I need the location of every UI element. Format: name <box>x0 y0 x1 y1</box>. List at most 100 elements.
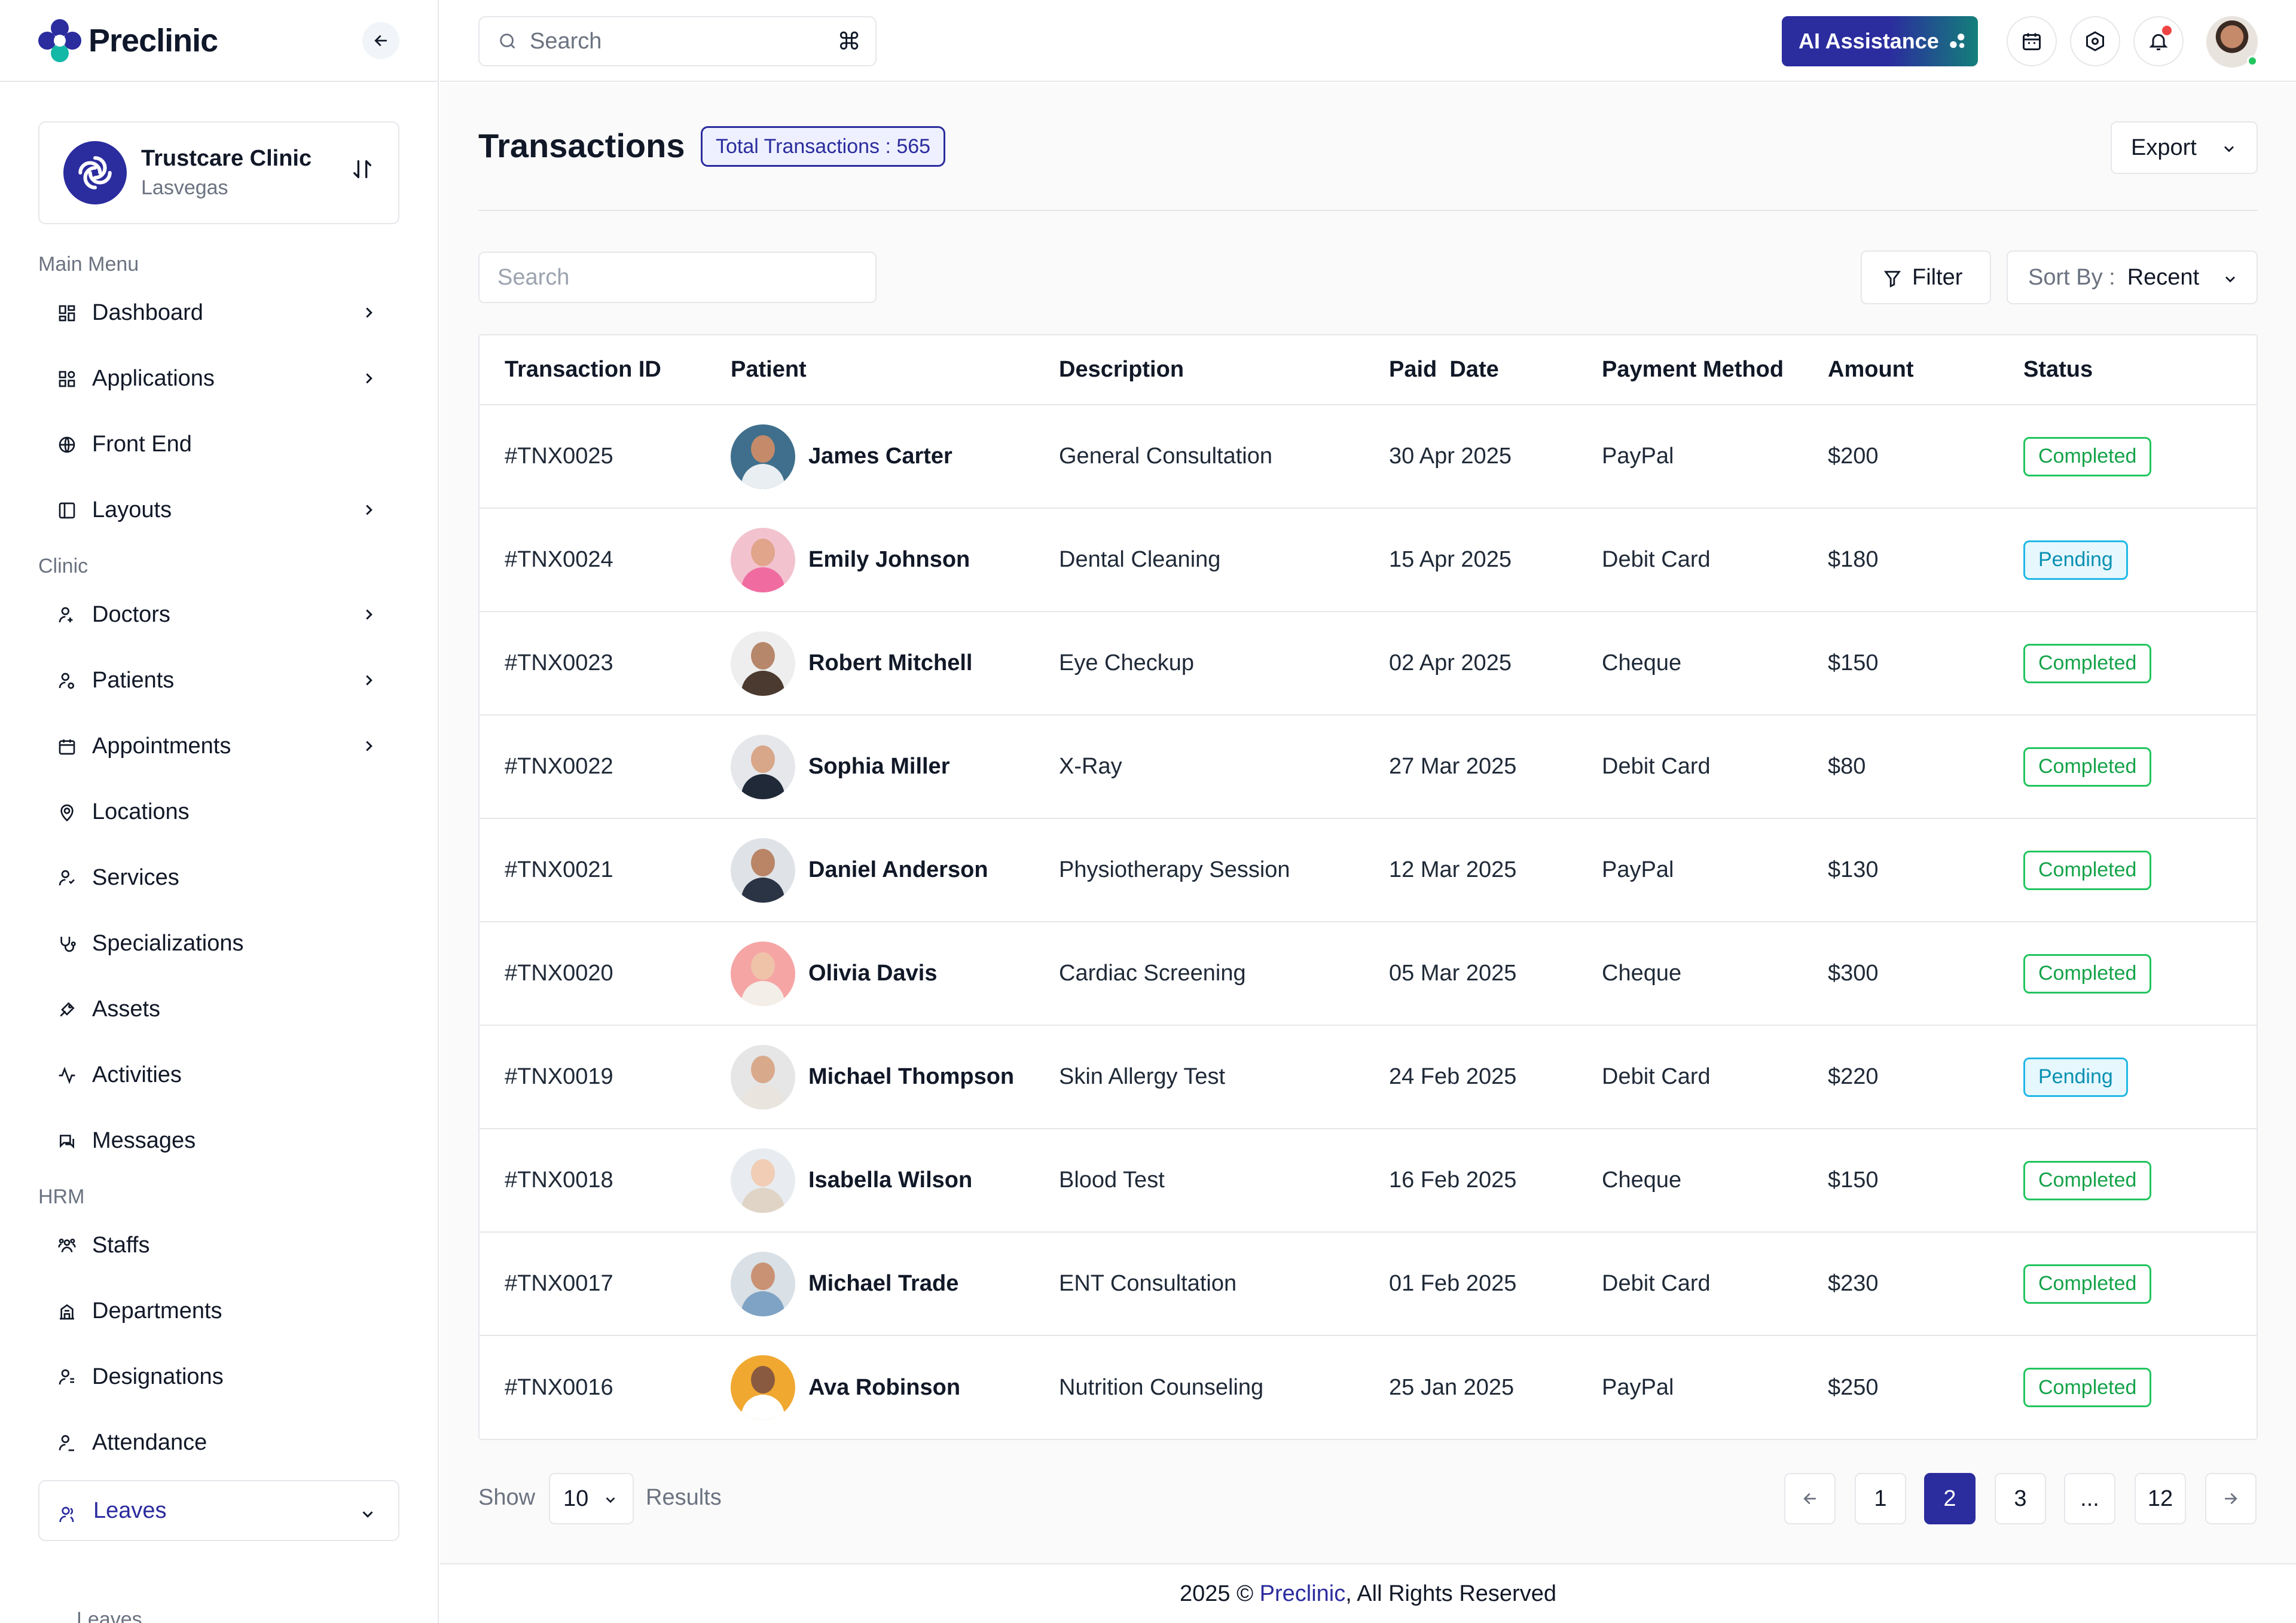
status-cell: Pending <box>1998 508 2257 612</box>
table-row[interactable]: #TNX0016 Ava Robinson Nutrition Counseling… <box>480 1335 2257 1439</box>
page-button-2[interactable]: 2 <box>1924 1473 1976 1524</box>
table-row[interactable]: #TNX0025 James Carter General Consultation… <box>480 405 2257 509</box>
column-header-patient[interactable]: Patient <box>706 335 1034 405</box>
sidebar-item-appointments[interactable]: Appointments <box>0 713 438 779</box>
patient-name[interactable]: Olivia Davis <box>808 961 938 986</box>
patient-avatar[interactable] <box>731 1355 795 1420</box>
table-row[interactable]: #TNX0021 Daniel Anderson Physiotherapy Ses… <box>480 818 2257 922</box>
brand-name[interactable]: Preclinic <box>88 22 218 59</box>
column-header-transaction-id[interactable]: Transaction ID <box>480 335 706 405</box>
payment-method: Cheque <box>1577 1129 1803 1233</box>
sidebar-item-departments[interactable]: Departments <box>0 1278 438 1344</box>
column-header-payment-method[interactable]: Payment Method <box>1577 335 1803 405</box>
collapse-sidebar-button[interactable] <box>362 22 399 59</box>
patient-avatar[interactable] <box>731 838 795 903</box>
preclinic-logo-icon[interactable] <box>38 19 81 62</box>
sidebar-item-designations[interactable]: Designations <box>0 1344 438 1410</box>
status-cell: Completed <box>1998 1232 2257 1336</box>
sidebar-subitem-leaves[interactable]: Leaves <box>77 1608 142 1623</box>
table-row[interactable]: #TNX0023 Robert Mitchell Eye Checkup 02 Apr… <box>480 612 2257 716</box>
settings-button[interactable] <box>2070 16 2120 66</box>
amount: $180 <box>1803 508 1998 612</box>
sidebar-item-attendance[interactable]: Attendance <box>0 1410 438 1475</box>
patient-name[interactable]: Daniel Anderson <box>808 857 988 882</box>
sidebar-item-patients[interactable]: Patients <box>0 647 438 713</box>
sidebar-item-leaves[interactable]: Leaves <box>38 1480 399 1541</box>
payment-method: Debit Card <box>1577 715 1803 819</box>
chevron-down-icon <box>606 1497 615 1503</box>
table-row[interactable]: #TNX0024 Emily Johnson Dental Cleaning 15 A… <box>480 508 2257 612</box>
patient-avatar[interactable] <box>731 527 795 592</box>
clinic-switcher[interactable]: Trustcare Clinic Lasvegas <box>38 121 399 224</box>
sidebar-item-doctors[interactable]: Doctors <box>0 582 438 647</box>
patient-avatar[interactable] <box>731 424 795 489</box>
sidebar-item-messages[interactable]: Messages <box>0 1108 438 1173</box>
patient-cell: Ava Robinson <box>706 1335 1034 1439</box>
notifications-button[interactable] <box>2133 16 2184 66</box>
brand-header: Preclinic <box>0 0 438 82</box>
patient-avatar[interactable] <box>731 1148 795 1213</box>
patient-name[interactable]: Michael Trade <box>808 1271 959 1296</box>
patient-avatar[interactable] <box>731 1251 795 1316</box>
sidebar-item-front-end[interactable]: Front End <box>0 411 438 477</box>
patient-name[interactable]: Ava Robinson <box>808 1374 961 1400</box>
description: Cardiac Screening <box>1034 922 1364 1026</box>
sidebar-item-layouts[interactable]: Layouts <box>0 477 438 543</box>
table-row[interactable]: #TNX0017 Michael Trade ENT Consultation 01 … <box>480 1232 2257 1336</box>
status-cell: Completed <box>1998 818 2257 922</box>
divider <box>478 210 2258 211</box>
patient-name[interactable]: Robert Mitchell <box>808 650 973 676</box>
column-header-amount[interactable]: Amount <box>1803 335 1998 405</box>
table-row[interactable]: #TNX0020 Olivia Davis Cardiac Screening 05 … <box>480 922 2257 1026</box>
patient-avatar[interactable] <box>731 631 795 696</box>
globe-icon <box>59 436 75 453</box>
sidebar-item-services[interactable]: Services <box>0 845 438 910</box>
patient-name[interactable]: James Carter <box>808 444 952 469</box>
table-row[interactable]: #TNX0022 Sophia Miller X-Ray 27 Mar 2025 Deb… <box>480 715 2257 819</box>
global-search-input[interactable]: Search ⌘ <box>478 16 877 66</box>
description: General Consultation <box>1034 405 1364 509</box>
footer-brand-link[interactable]: Preclinic <box>1259 1581 1346 1606</box>
paid-date: 16 Feb 2025 <box>1364 1129 1577 1233</box>
description: Eye Checkup <box>1034 612 1364 716</box>
patient-avatar[interactable] <box>731 1044 795 1109</box>
sort-by-dropdown[interactable]: Sort By : Recent <box>2007 250 2258 304</box>
sidebar-item-dashboard[interactable]: Dashboard <box>0 280 438 346</box>
sidebar-item-staffs[interactable]: Staffs <box>0 1212 438 1278</box>
patient-name[interactable]: Sophia Miller <box>808 754 950 779</box>
page-button-1[interactable]: 1 <box>1855 1473 1906 1524</box>
sidebar-item-specializations[interactable]: Specializations <box>0 910 438 976</box>
calendar-button[interactable] <box>2007 16 2057 66</box>
column-header-status[interactable]: Status <box>1998 335 2257 405</box>
patient-avatar[interactable] <box>731 734 795 799</box>
bell-icon <box>2149 34 2168 50</box>
column-header-paid-date[interactable]: Paid Date <box>1364 335 1577 405</box>
page-size-select[interactable]: 10 <box>549 1473 634 1524</box>
page-ellipsis[interactable]: ... <box>2064 1473 2115 1524</box>
patient-name[interactable]: Emily Johnson <box>808 547 970 572</box>
paid-date: 25 Jan 2025 <box>1389 1374 1515 1400</box>
patient-name[interactable]: Isabella Wilson <box>808 1167 973 1193</box>
sidebar-item-applications[interactable]: Applications <box>0 346 438 411</box>
table-row[interactable]: #TNX0018 Isabella Wilson Blood Test 16 Feb … <box>480 1129 2257 1233</box>
column-header-description[interactable]: Description <box>1034 335 1364 405</box>
payment-method: Cheque <box>1577 612 1803 716</box>
ai-assistance-button[interactable]: AI Assistance <box>1782 16 1978 66</box>
sidebar-item-assets[interactable]: Assets <box>0 976 438 1042</box>
sidebar-item-locations[interactable]: Locations <box>0 779 438 845</box>
page-button-12[interactable]: 12 <box>2135 1473 2186 1524</box>
page-button-3[interactable]: 3 <box>1995 1473 2046 1524</box>
patient-name[interactable]: Michael Thompson <box>808 1064 1015 1089</box>
table-search-input[interactable]: Search <box>478 252 877 303</box>
sidebar-item-activities[interactable]: Activities <box>0 1042 438 1108</box>
prev-page-button[interactable] <box>1784 1473 1836 1524</box>
location-pin-icon <box>60 804 74 822</box>
table-row[interactable]: #TNX0019 Michael Thompson Skin Allergy Tes… <box>480 1025 2257 1129</box>
description: Blood Test <box>1034 1129 1364 1233</box>
filter-button[interactable]: Filter <box>1861 250 1991 304</box>
export-button[interactable]: Export <box>2111 121 2258 174</box>
online-status-dot <box>2247 56 2258 66</box>
next-page-button[interactable] <box>2205 1473 2257 1524</box>
patient-avatar[interactable] <box>731 941 795 1006</box>
transaction-id: #TNX0025 <box>480 405 706 509</box>
